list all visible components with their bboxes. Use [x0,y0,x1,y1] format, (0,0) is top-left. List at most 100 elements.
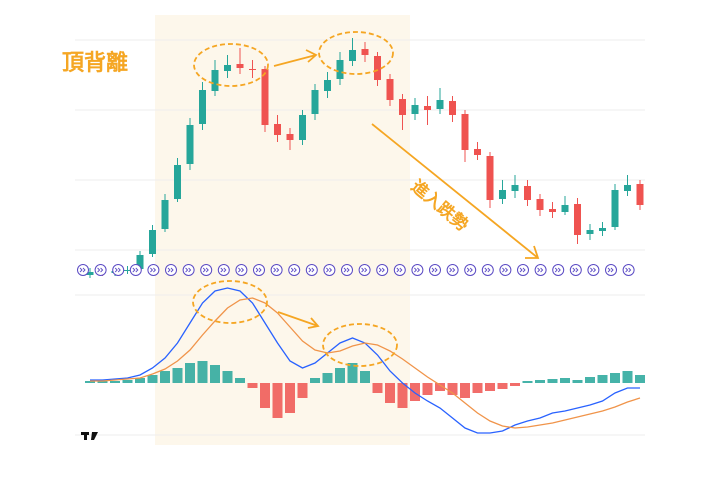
candle-body [261,69,269,125]
replay-icon [481,264,494,276]
histogram-bar [547,379,558,383]
replay-icon-glyph [361,267,368,273]
arrow [277,311,320,329]
candle-body [524,186,531,200]
histogram-bar [397,383,408,408]
candle-body [486,156,494,200]
candle-body [449,101,456,115]
replay-icon-glyph [202,267,209,273]
candle-body [161,200,169,229]
replay-icon-glyph [378,267,385,273]
histogram-bar [322,373,333,383]
ellipse [322,323,398,367]
histogram-bar [235,378,245,383]
candle-body [474,149,481,155]
arrow [273,49,318,67]
replay-icon [517,264,529,276]
replay-icon [182,264,195,276]
histogram-bar [360,371,370,383]
replay-icon-glyph [396,267,403,273]
replay-icon-glyph [273,267,280,273]
replay-icon-glyph [220,267,227,273]
replay-icon-glyph [590,267,597,273]
candle-body [311,90,319,114]
replay-icon [253,264,265,276]
replay-icons [77,264,635,276]
replay-icon [446,264,459,276]
candle-body [186,125,194,164]
candle-body [574,204,581,235]
candle-body [374,56,381,80]
logo [81,432,98,440]
replay-icon-glyph [97,267,104,273]
histogram-bar [110,381,120,383]
histogram-bar [147,375,158,383]
replay-icon-glyph [326,267,333,273]
histogram-bar [372,383,383,393]
candle-body [249,69,256,70]
candle-body [399,99,406,115]
histogram-bar [222,371,233,383]
candle-body [361,49,369,55]
histogram-bar [247,383,258,388]
candle-body [299,115,306,140]
candle-body [636,184,644,205]
candle-body [336,60,344,79]
histogram-bar [585,377,595,383]
candles [86,38,644,278]
candle-body [124,270,131,271]
replay-icon [358,264,371,276]
replay-icon-glyph [414,267,421,273]
histogram-bar [210,365,220,383]
candle-body [461,114,469,150]
histogram-bar [185,363,195,383]
macd-line [90,297,641,429]
candle-body [436,100,444,109]
replay-icon-glyph [466,267,473,273]
replay-icon [77,264,89,276]
replay-icon [569,264,582,276]
histogram-bar [347,363,358,383]
histogram-bar [522,381,533,383]
replay-icon-glyph [519,267,526,273]
histogram-bar [122,380,133,383]
replay-icon-glyph [625,267,632,273]
replay-icon [270,264,283,276]
candle-body [424,106,431,110]
replay-icon-glyph [343,267,350,273]
replay-icon [622,264,635,276]
ellipse [192,280,268,324]
candle-body [561,205,569,212]
histogram-bar [560,378,570,383]
replay-icon-glyph [185,267,192,273]
candle-body [236,64,244,68]
grid [75,39,645,436]
candle-body [499,190,506,199]
candle-body [536,199,544,210]
candle-body [586,230,594,234]
ellipse [318,31,394,75]
replay-icon-glyph [449,267,456,273]
replay-icon [411,264,424,276]
annotation-shapes [192,31,540,367]
histogram-bar [85,381,95,383]
replay-icon-glyph [167,267,174,273]
candle-body [611,190,619,227]
histogram-bar [510,383,520,386]
candle-body [324,80,331,91]
candle-body [624,185,631,191]
replay-icon-glyph [79,267,86,273]
replay-icon [235,264,248,276]
replay-icon [552,264,565,276]
candle-body [174,165,181,199]
candle-body [411,105,419,114]
replay-icon [464,264,477,276]
candle-body [549,209,556,212]
histogram-bar [385,383,395,403]
candle-body [599,228,606,231]
replay-icon-glyph [607,267,614,273]
histogram-bar [535,380,545,383]
histogram-bar [335,368,345,383]
replay-icon-glyph [572,267,579,273]
